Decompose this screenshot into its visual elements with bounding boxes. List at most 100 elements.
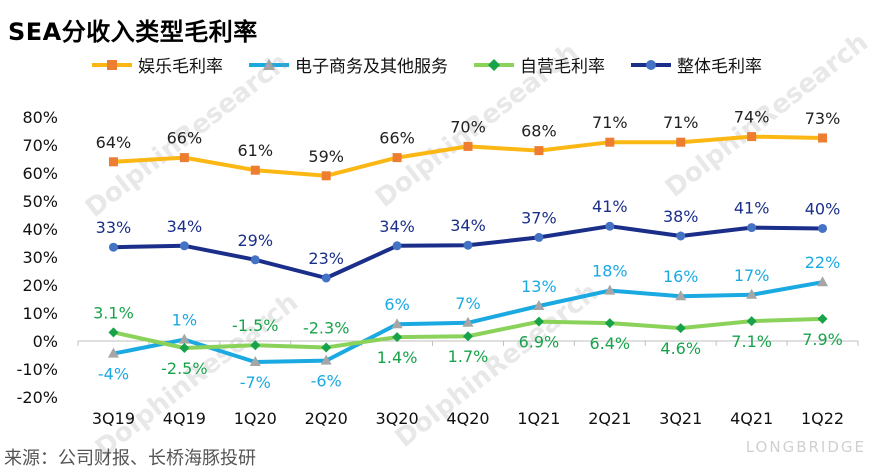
data-label-s1-10: 22% <box>805 253 841 272</box>
data-label-s3-4: 34% <box>379 217 415 236</box>
data-label-s0-9: 74% <box>734 108 770 127</box>
data-label-s1-8: 16% <box>663 267 699 286</box>
data-label-s2-9: 7.1% <box>731 332 772 351</box>
data-label-s2-2: -1.5% <box>232 316 278 335</box>
y-tick-label: -10% <box>17 360 58 379</box>
x-tick-label: 1Q21 <box>517 409 560 428</box>
data-point-s2-3 <box>321 342 332 353</box>
data-point-s3-7 <box>605 221 615 231</box>
data-label-s3-1: 34% <box>167 217 203 236</box>
legend-swatch-entertainment <box>92 59 132 70</box>
data-label-s1-9: 17% <box>734 266 770 285</box>
data-label-s1-3: -6% <box>311 372 342 391</box>
axes: -20% -10% 0% 10% 20% 30% 40% 50% 60% 70% 80% 3Q19 4Q… <box>17 108 859 428</box>
legend-label-overall: 整体毛利率 <box>677 57 762 77</box>
data-point-s2-9 <box>746 316 757 327</box>
data-point-s3-2 <box>250 255 260 265</box>
data-point-s3-10 <box>818 223 828 233</box>
data-label-s3-10: 40% <box>805 199 841 218</box>
data-label-s3-9: 41% <box>734 199 770 218</box>
legend-item-entertainment: 娱乐毛利率 <box>92 52 223 77</box>
data-label-s3-7: 41% <box>592 197 628 216</box>
data-point-s2-6 <box>533 316 544 327</box>
legend-label-1p: 自营毛利率 <box>520 57 605 77</box>
data-point-s0-3 <box>321 171 331 181</box>
data-point-s3-9 <box>747 223 757 233</box>
data-label-s0-10: 73% <box>805 109 841 128</box>
data-point-s1-5 <box>462 316 474 327</box>
data-point-s3-0 <box>108 242 118 252</box>
data-point-s1-7 <box>604 284 616 295</box>
data-label-s3-6: 37% <box>521 208 557 227</box>
data-label-s1-7: 18% <box>592 262 628 281</box>
data-label-s1-2: -7% <box>240 373 271 392</box>
x-tick-label: 1Q20 <box>234 409 277 428</box>
data-label-s1-6: 13% <box>521 277 557 296</box>
legend-swatch-ecommerce <box>249 58 289 70</box>
data-labels-layer: 64% 66% 61% 59% 66% 70% 68% 71% 71% 74% 73% -4% 1% -7… <box>93 108 843 392</box>
data-label-s0-8: 71% <box>663 113 699 132</box>
data-label-s2-10: 7.9% <box>802 330 843 349</box>
data-point-s3-1 <box>179 241 189 251</box>
data-label-s0-7: 71% <box>592 113 628 132</box>
legend-label-entertainment: 娱乐毛利率 <box>138 57 223 77</box>
data-label-s0-1: 66% <box>167 129 203 148</box>
data-point-s0-7 <box>605 137 615 147</box>
legend-item-ecommerce: 电子商务及其他服务 <box>249 52 448 77</box>
y-tick-label: 10% <box>22 304 58 323</box>
data-point-s1-3 <box>320 354 332 365</box>
data-point-s0-9 <box>747 132 757 142</box>
data-label-s2-6: 6.9% <box>519 333 560 352</box>
data-label-s1-0: -4% <box>98 365 129 384</box>
data-point-s3-8 <box>676 231 686 241</box>
data-label-s0-2: 61% <box>237 141 273 160</box>
data-label-s2-7: 6.4% <box>589 334 630 353</box>
x-tick-label: 3Q20 <box>376 409 419 428</box>
x-tick-label: 4Q20 <box>446 409 489 428</box>
data-label-s2-4: 1.4% <box>377 348 418 367</box>
data-point-s0-5 <box>463 141 473 151</box>
data-point-s1-9 <box>746 288 758 299</box>
x-tick-label: 4Q21 <box>730 409 773 428</box>
y-tick-label: -20% <box>17 388 58 407</box>
x-tick-label: 2Q20 <box>305 409 348 428</box>
data-point-s0-8 <box>676 137 686 147</box>
data-point-s0-10 <box>818 133 828 143</box>
source-note: 来源：公司财报、长桥海豚投研 <box>4 448 256 469</box>
y-tick-label: 70% <box>22 136 58 155</box>
data-label-s0-5: 70% <box>450 117 486 136</box>
data-label-s3-5: 34% <box>450 216 486 235</box>
data-point-s0-6 <box>534 146 544 156</box>
brand-logo: LONGBRIDGE <box>745 438 866 456</box>
x-tick-label: 4Q19 <box>163 409 206 428</box>
data-label-s3-2: 29% <box>237 231 273 250</box>
data-label-s2-0: 3.1% <box>93 303 134 322</box>
x-tick-label: 1Q22 <box>801 409 844 428</box>
y-tick-label: 50% <box>22 192 58 211</box>
data-point-s2-0 <box>108 327 119 338</box>
data-label-s3-8: 38% <box>663 207 699 226</box>
data-point-s3-6 <box>534 232 544 242</box>
data-point-s2-5 <box>463 331 473 342</box>
y-tick-label: 0% <box>33 332 58 351</box>
data-label-s2-1: -2.5% <box>161 359 207 378</box>
data-label-s0-6: 68% <box>521 122 557 141</box>
legend: 娱乐毛利率 电子商务及其他服务 自营毛利率 整体毛利率 <box>92 52 762 77</box>
data-label-s2-5: 1.7% <box>448 347 489 366</box>
data-point-s1-6 <box>533 300 545 310</box>
data-point-s1-2 <box>249 356 261 366</box>
data-point-s1-10 <box>817 276 829 287</box>
data-point-s1-1 <box>178 333 190 344</box>
data-label-s1-1: 1% <box>172 311 197 330</box>
chart-title: SEA分收入类型毛利率 <box>8 18 258 46</box>
data-label-s1-5: 7% <box>455 294 480 313</box>
data-point-s1-4 <box>391 318 403 329</box>
data-point-s0-0 <box>108 157 118 167</box>
series-layer <box>107 132 829 366</box>
data-point-s0-2 <box>250 165 260 175</box>
data-label-s3-0: 33% <box>96 218 132 237</box>
data-label-s3-3: 23% <box>308 249 344 268</box>
data-point-s2-1 <box>179 343 190 353</box>
legend-label-ecommerce: 电子商务及其他服务 <box>295 57 448 77</box>
